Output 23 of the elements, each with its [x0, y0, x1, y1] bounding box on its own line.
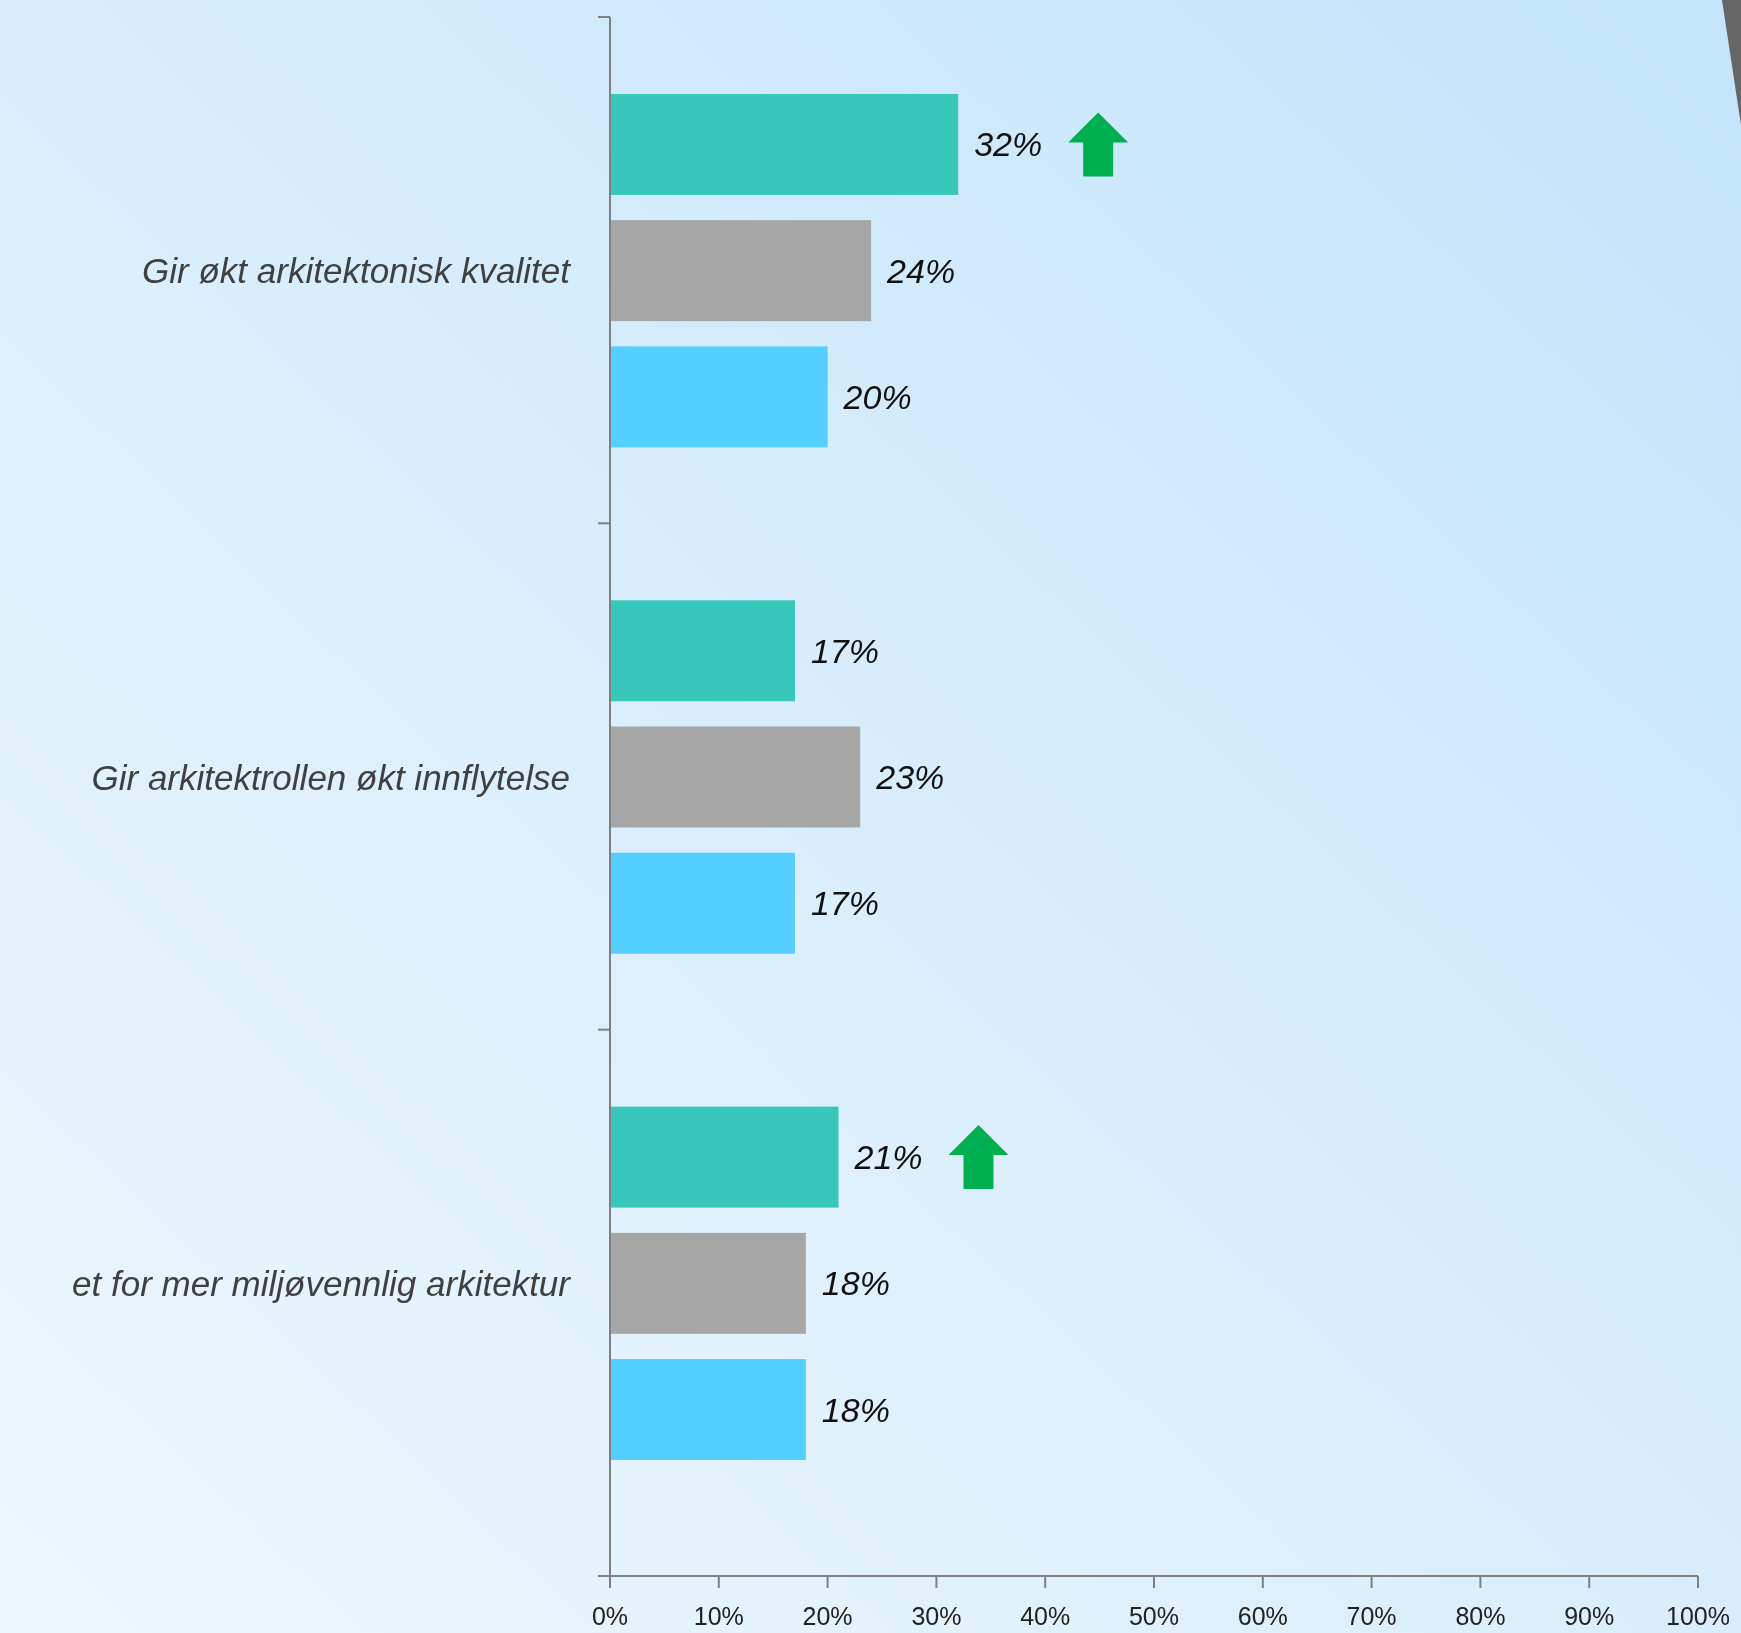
x-tick-label: 70% — [1346, 1602, 1397, 1630]
x-tick-label: 10% — [693, 1602, 744, 1630]
text: 32% — [974, 125, 1043, 164]
x-tick-label: 90% — [1564, 1602, 1615, 1630]
text: 18% — [821, 1390, 890, 1429]
text: 24% — [887, 251, 956, 290]
x-tick-label: 30% — [911, 1602, 962, 1630]
x-tick-label: 50% — [1128, 1602, 1180, 1630]
x-tick-label: 0% — [591, 1602, 629, 1630]
text: 21% — [854, 1138, 923, 1177]
x-tick-label: 60% — [1237, 1602, 1288, 1630]
y-tick-label: Gir økt arkitektonisk kvalitet — [142, 251, 572, 291]
x-tick-label: 100% — [1666, 1602, 1730, 1630]
text: 20% — [843, 377, 912, 416]
text: 23% — [876, 758, 945, 797]
text: 18% — [821, 1264, 890, 1303]
text: 17% — [810, 884, 880, 923]
x-tick-label: 40% — [1020, 1602, 1071, 1630]
y-tick-label: et for mer miljøvennlig arkitektur — [72, 1263, 572, 1303]
text: 17% — [810, 631, 880, 670]
x-tick-label: 20% — [802, 1602, 853, 1630]
x-tick-label: 80% — [1455, 1602, 1506, 1630]
y-tick-label: Gir arkitektrollen økt innflytelse — [91, 757, 570, 797]
